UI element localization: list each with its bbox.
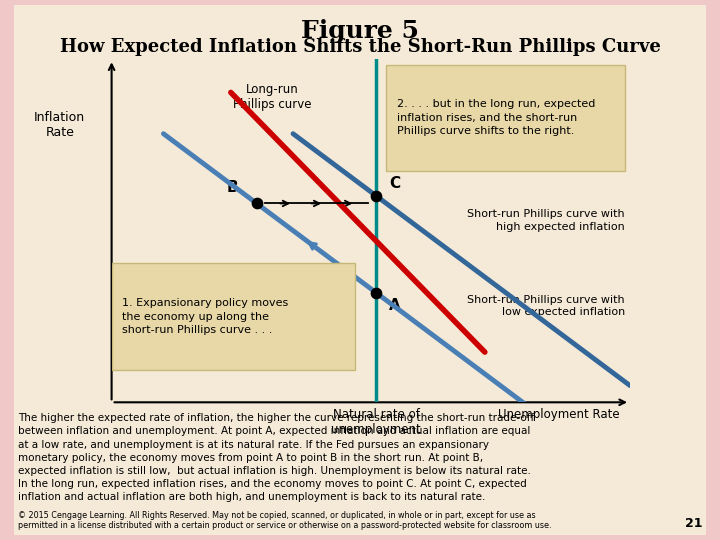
Point bbox=[370, 288, 382, 297]
Point bbox=[251, 199, 263, 208]
Point bbox=[370, 191, 382, 200]
Text: © 2015 Cengage Learning. All Rights Reserved. May not be copied, scanned, or dup: © 2015 Cengage Learning. All Rights Rese… bbox=[18, 511, 552, 530]
Text: Figure 5: Figure 5 bbox=[301, 19, 419, 43]
Text: Unemployment Rate: Unemployment Rate bbox=[498, 408, 620, 421]
Text: How Expected Inflation Shifts the Short-Run Phillips Curve: How Expected Inflation Shifts the Short-… bbox=[60, 38, 660, 56]
Text: 21: 21 bbox=[685, 517, 702, 530]
Text: Inflation
Rate: Inflation Rate bbox=[34, 111, 86, 139]
Text: 1. Expansionary policy moves
the economy up along the
short-run Phillips curve .: 1. Expansionary policy moves the economy… bbox=[122, 299, 288, 335]
Text: B: B bbox=[227, 180, 238, 195]
Text: A: A bbox=[389, 298, 401, 313]
FancyBboxPatch shape bbox=[387, 65, 625, 171]
Text: Short-run Phillips curve with
low expected inflation: Short-run Phillips curve with low expect… bbox=[467, 295, 625, 318]
Text: Short-run Phillips curve with
high expected inflation: Short-run Phillips curve with high expec… bbox=[467, 210, 625, 232]
Text: Natural rate of
unemployment: Natural rate of unemployment bbox=[331, 408, 421, 436]
FancyBboxPatch shape bbox=[14, 5, 706, 535]
Text: The higher the expected rate of inflation, the higher the curve representing the: The higher the expected rate of inflatio… bbox=[18, 413, 534, 502]
FancyBboxPatch shape bbox=[112, 264, 355, 370]
Text: C: C bbox=[389, 176, 400, 191]
Text: Long-run
Phillips curve: Long-run Phillips curve bbox=[233, 83, 312, 111]
Text: 2. . . . but in the long run, expected
inflation rises, and the short-run
Philli: 2. . . . but in the long run, expected i… bbox=[397, 99, 595, 136]
